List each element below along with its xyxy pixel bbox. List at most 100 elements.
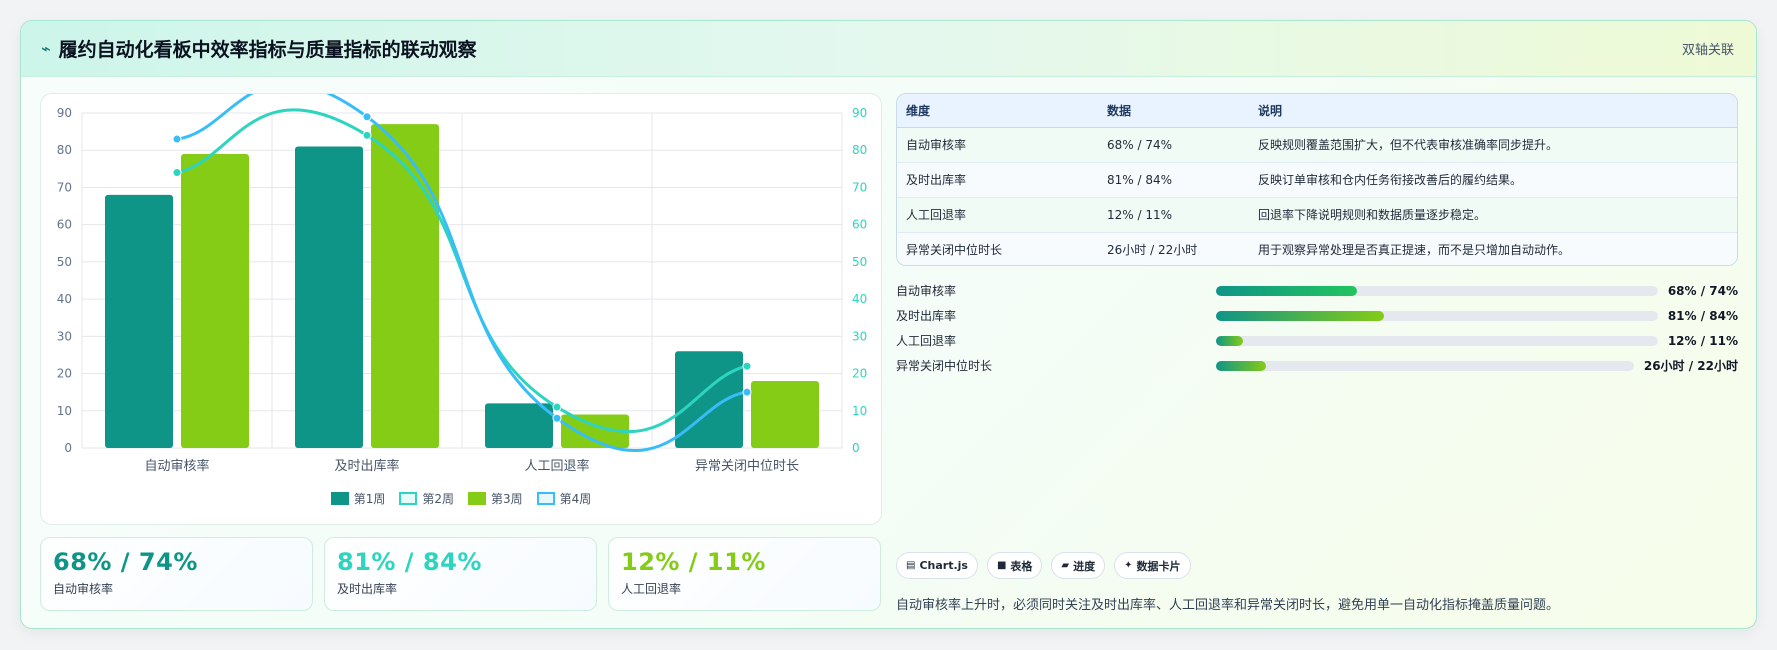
table-row: 异常关闭中位时长 26小时 / 22小时 用于观察异常处理是否真正提速，而不是只… — [897, 232, 1737, 265]
bar-第1周 — [485, 403, 553, 448]
legend-item-week1[interactable]: 第1周 — [330, 490, 386, 507]
combo-chart: 0 0 10 10 20 20 30 30 40 40 50 50 60 60 70 70 80 80 90 90 自动… — [57, 94, 867, 474]
legend-item-week3[interactable]: 第3周 — [468, 490, 523, 507]
tag-label: 进度 — [1073, 559, 1096, 573]
progress-row: 自动审核率 68% / 74% — [896, 278, 1738, 303]
y2-tick-label: 90 — [852, 106, 867, 120]
progress-row: 异常关闭中位时长 26小时 / 22小时 — [896, 353, 1738, 378]
tag-chartjs[interactable]: ▤ Chart.js — [896, 552, 978, 579]
chart-icon: ▤ — [906, 560, 916, 571]
bar-第1周 — [675, 351, 743, 448]
line-point-第4周 — [742, 387, 752, 397]
legend-item-week2[interactable]: 第2周 — [399, 490, 454, 507]
cell-data: 12% / 11% — [1098, 197, 1249, 233]
table-row: 自动审核率 68% / 74% 反映规则覆盖范围扩大，但不代表审核准确率同步提升… — [897, 127, 1737, 163]
progress-icon: ▰ — [1061, 560, 1070, 571]
cell-dimension: 及时出库率 — [897, 162, 1098, 198]
progress-track — [1216, 335, 1658, 346]
bar-第1周 — [105, 194, 173, 448]
table-row: 及时出库率 81% / 84% 反映订单审核和仓内任务衔接改善后的履约结果。 — [897, 162, 1737, 198]
bar-第3周 — [751, 381, 819, 448]
kpi-label: 自动审核率 — [53, 582, 114, 596]
progress-list: 自动审核率 68% / 74% 及时出库率 81% / 84% 人工回退率 12… — [896, 278, 1738, 378]
cell-description: 反映规则覆盖范围扩大，但不代表审核准确率同步提升。 — [1249, 127, 1737, 163]
y2-tick-label: 10 — [852, 404, 867, 418]
progress-fill — [1216, 360, 1267, 371]
kpi-cards: 68% / 74% 自动审核率 81% / 84% 及时出库率 12% / 11… — [40, 537, 881, 611]
y2-tick-label: 0 — [852, 441, 860, 455]
y-tick-label: 20 — [57, 367, 72, 381]
column-header-dimension: 维度 — [897, 94, 1098, 128]
dashboard-card: ⌁ 履约自动化看板中效率指标与质量指标的联动观察 双轴关联 0 0 10 10 20 20… — [20, 20, 1757, 629]
progress-fill — [1216, 285, 1358, 296]
metrics-table: 维度 数据 说明 自动审核率 68% / 74% 反映规则覆盖范围扩大，但不代表… — [896, 93, 1738, 266]
cell-dimension: 人工回退率 — [897, 197, 1098, 233]
tag-table[interactable]: ■ 表格 — [986, 552, 1043, 579]
progress-label: 及时出库率 — [896, 309, 957, 323]
progress-value: 81% / 84% — [1667, 308, 1738, 323]
x-tick-label: 自动审核率 — [144, 458, 209, 474]
footer-note: 自动审核率上升时，必须同时关注及时出库率、人工回退率和异常关闭时长，避免用单一自… — [896, 598, 1560, 613]
y2-tick-label: 40 — [852, 292, 867, 306]
cell-data: 68% / 74% — [1098, 127, 1249, 163]
progress-value: 68% / 74% — [1667, 283, 1738, 298]
progress-value: 26小时 / 22小时 — [1643, 359, 1738, 373]
legend-swatch-week1 — [330, 492, 349, 505]
chart-legend: 第1周 第2周 第3周 第4周 — [41, 490, 881, 507]
y2-tick-label: 60 — [852, 218, 867, 232]
kpi-value: 81% / 84% — [337, 548, 482, 576]
kpi-card-on-time: 81% / 84% 及时出库率 — [324, 537, 597, 611]
cell-dimension: 异常关闭中位时长 — [906, 243, 1003, 258]
cell-dimension: 自动审核率 — [897, 127, 1098, 163]
progress-value: 12% / 11% — [1667, 333, 1738, 348]
column-header-data: 数据 — [1098, 94, 1249, 128]
line-point-第2周 — [552, 402, 562, 412]
sparkle-icon: ✦ — [1124, 560, 1133, 571]
x-tick-label: 异常关闭中位时长 — [695, 459, 799, 474]
table-row: 人工回退率 12% / 11% 回退率下降说明规则和数据质量逐步稳定。 — [897, 197, 1737, 233]
kpi-value: 68% / 74% — [53, 548, 198, 576]
kpi-card-rollback: 12% / 11% 人工回退率 — [608, 537, 881, 611]
line-point-第2周 — [742, 361, 752, 371]
y-tick-label: 10 — [57, 404, 72, 418]
y-tick-label: 80 — [57, 143, 72, 157]
line-point-第2周 — [172, 168, 182, 178]
y2-tick-label: 50 — [852, 255, 867, 269]
chart-line-icon: ⌁ — [41, 39, 51, 58]
legend-label-week4: 第4周 — [559, 492, 592, 506]
progress-row: 及时出库率 81% / 84% — [896, 303, 1738, 328]
legend-swatch-week2 — [399, 492, 418, 505]
chart-panel: 0 0 10 10 20 20 30 30 40 40 50 50 60 60 70 70 80 80 90 90 自动… — [40, 93, 882, 525]
legend-label-week3: 第3周 — [491, 492, 523, 506]
progress-label: 自动审核率 — [896, 284, 957, 298]
progress-track — [1216, 360, 1634, 371]
legend-item-week4[interactable]: 第4周 — [536, 490, 592, 507]
tag-progress[interactable]: ▰ 进度 — [1051, 552, 1106, 579]
y-tick-label: 40 — [57, 292, 72, 306]
cell-description: 回退率下降说明规则和数据质量逐步稳定。 — [1249, 197, 1737, 233]
cell-data: 81% / 84% — [1098, 162, 1249, 198]
y2-tick-label: 80 — [852, 143, 867, 157]
progress-fill — [1216, 335, 1243, 346]
kpi-value: 12% / 11% — [621, 548, 766, 576]
tag-label: 数据卡片 — [1136, 559, 1181, 573]
tag-label: Chart.js — [919, 559, 968, 572]
table-header-row: 维度 数据 说明 — [897, 94, 1737, 128]
x-tick-label: 人工回退率 — [524, 458, 589, 474]
y-tick-label: 90 — [57, 106, 72, 120]
page-title: 履约自动化看板中效率指标与质量指标的联动观察 — [58, 39, 477, 61]
y2-tick-label: 20 — [852, 367, 867, 381]
y2-tick-label: 70 — [852, 180, 867, 194]
tag-data-card[interactable]: ✦ 数据卡片 — [1114, 552, 1191, 579]
kpi-label: 及时出库率 — [337, 582, 398, 596]
x-tick-label: 及时出库率 — [334, 458, 399, 474]
y-tick-label: 70 — [57, 180, 72, 194]
y-tick-label: 50 — [57, 255, 72, 269]
cell-data: 26小时 / 22小时 — [1107, 243, 1198, 258]
legend-label-week1: 第1周 — [353, 492, 386, 506]
progress-fill — [1216, 310, 1384, 321]
series-line-第4周 — [176, 94, 748, 453]
legend-label-week2: 第2周 — [422, 492, 454, 506]
progress-label: 异常关闭中位时长 — [896, 359, 993, 373]
tag-label: 表格 — [1010, 559, 1033, 573]
